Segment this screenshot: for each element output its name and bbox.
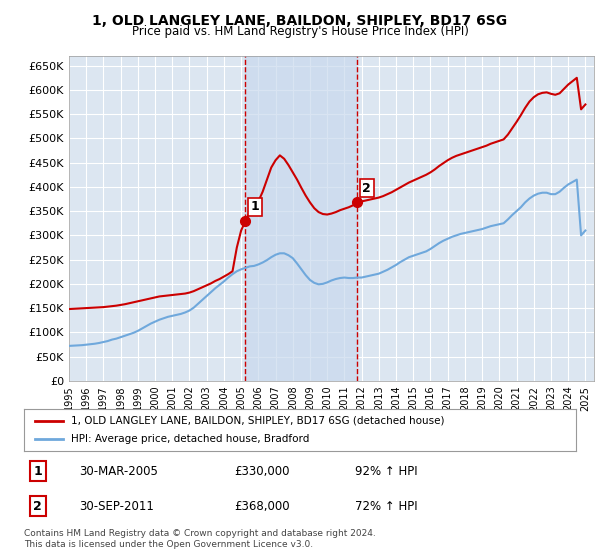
Text: 30-MAR-2005: 30-MAR-2005 — [79, 465, 158, 478]
Bar — [245, 56, 358, 381]
Text: £330,000: £330,000 — [234, 465, 289, 478]
Text: HPI: Average price, detached house, Bradford: HPI: Average price, detached house, Brad… — [71, 434, 309, 444]
Text: 1: 1 — [34, 465, 42, 478]
Text: £368,000: £368,000 — [234, 500, 289, 512]
Text: Contains HM Land Registry data © Crown copyright and database right 2024.
This d: Contains HM Land Registry data © Crown c… — [24, 529, 376, 549]
Text: 2: 2 — [362, 182, 371, 195]
Text: 72% ↑ HPI: 72% ↑ HPI — [355, 500, 418, 512]
Text: 2: 2 — [34, 500, 42, 512]
Text: 1, OLD LANGLEY LANE, BAILDON, SHIPLEY, BD17 6SG (detached house): 1, OLD LANGLEY LANE, BAILDON, SHIPLEY, B… — [71, 416, 445, 426]
Text: 1, OLD LANGLEY LANE, BAILDON, SHIPLEY, BD17 6SG: 1, OLD LANGLEY LANE, BAILDON, SHIPLEY, B… — [92, 14, 508, 28]
Text: 92% ↑ HPI: 92% ↑ HPI — [355, 465, 418, 478]
Text: 1: 1 — [251, 200, 259, 213]
Text: 30-SEP-2011: 30-SEP-2011 — [79, 500, 154, 512]
Text: Price paid vs. HM Land Registry's House Price Index (HPI): Price paid vs. HM Land Registry's House … — [131, 25, 469, 38]
